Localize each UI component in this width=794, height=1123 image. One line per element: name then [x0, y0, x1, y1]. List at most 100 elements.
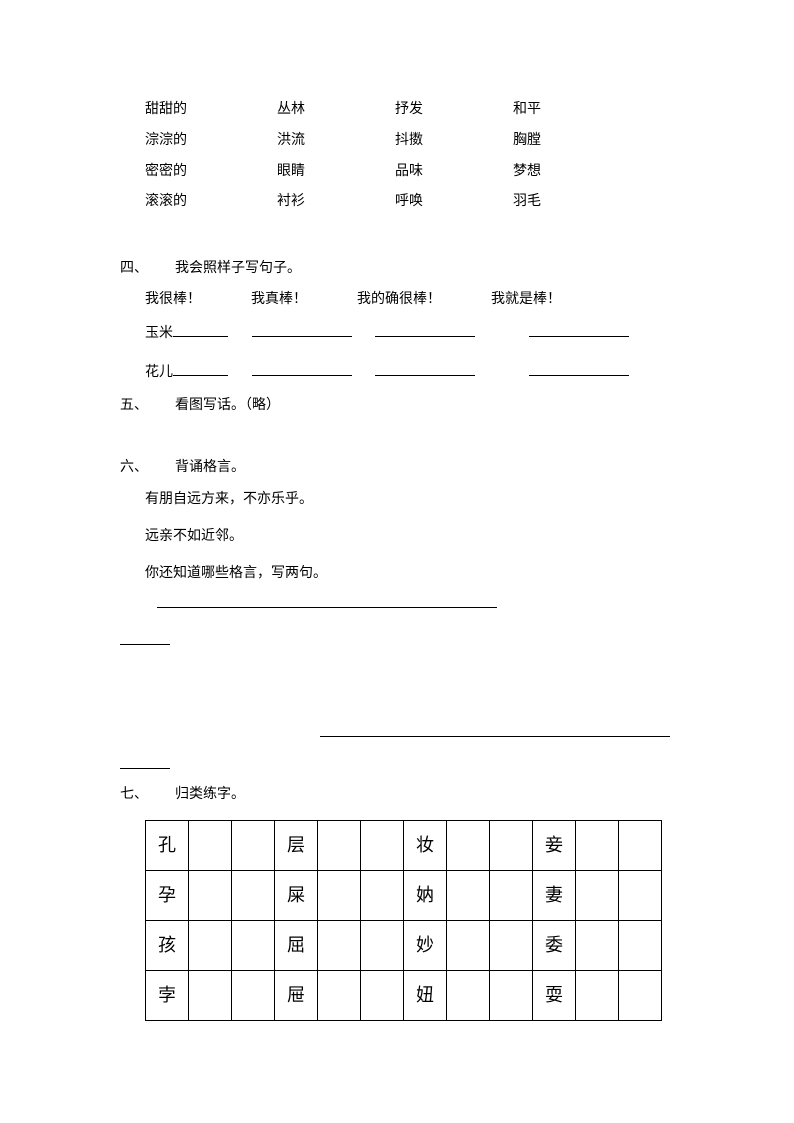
section-7-head: 七、 归类练字。 [120, 784, 674, 806]
word-col-4: 和平 胸膛 梦想 羽毛 [513, 95, 541, 218]
char-cell [189, 971, 232, 1021]
char-cell [447, 871, 490, 921]
section-4-head: 四、 我会照样子写句子。 [120, 258, 674, 280]
char-cell [619, 871, 662, 921]
word-col-3: 抒发 抖擞 品味 呼唤 [395, 95, 423, 218]
word: 胸膛 [513, 126, 541, 157]
blank-line [375, 362, 475, 376]
proverb-line: 远亲不如近邻。 [145, 522, 674, 553]
char-cell [447, 921, 490, 971]
answer-line-2 [320, 723, 674, 745]
blank-line [173, 323, 228, 337]
word: 羽毛 [513, 187, 541, 218]
example: 我很棒！ [145, 289, 201, 311]
section-6-head: 六、 背诵格言。 [120, 457, 674, 479]
char-cell [189, 821, 232, 871]
char-cell [361, 921, 404, 971]
example: 我就是棒！ [491, 289, 561, 311]
section-title: 背诵格言。 [175, 457, 245, 479]
word: 洪流 [277, 126, 305, 157]
character-table: 孔 层 妆 妾 孕 屎 妠 妻 孩 屈 妙 委 [145, 820, 662, 1021]
char-cell: 孩 [146, 921, 189, 971]
example: 我真棒！ [251, 289, 307, 311]
example-row: 我很棒！ 我真棒！ 我的确很棒！ 我就是棒！ [145, 289, 674, 311]
char-cell [361, 821, 404, 871]
char-cell: 耍 [533, 971, 576, 1021]
fill-prefix: 花儿 [145, 365, 173, 380]
word: 衬衫 [277, 187, 305, 218]
fill-row-1: 玉米 [145, 319, 674, 350]
char-cell [189, 871, 232, 921]
char-cell: 屈 [275, 921, 318, 971]
word-columns: 甜甜的 淙淙的 密密的 滚滚的 丛林 洪流 眼睛 衬衫 抒发 抖擞 品味 呼唤 … [145, 95, 674, 218]
char-cell [361, 971, 404, 1021]
word-col-1: 甜甜的 淙淙的 密密的 滚滚的 [145, 95, 187, 218]
char-cell: 妠 [404, 871, 447, 921]
char-cell: 孔 [146, 821, 189, 871]
char-cell [232, 871, 275, 921]
blank-line [320, 723, 670, 737]
blank-line [173, 362, 228, 376]
char-cell: 妆 [404, 821, 447, 871]
char-cell [576, 971, 619, 1021]
blank-line [252, 323, 352, 337]
tail-line [120, 631, 674, 653]
word-col-2: 丛林 洪流 眼睛 衬衫 [277, 95, 305, 218]
char-cell [447, 821, 490, 871]
char-cell [490, 921, 533, 971]
char-cell [619, 821, 662, 871]
word: 抖擞 [395, 126, 423, 157]
word: 密密的 [145, 157, 187, 188]
fill-row-2: 花儿 [145, 358, 674, 389]
word: 滚滚的 [145, 187, 187, 218]
word: 抒发 [395, 95, 423, 126]
char-cell [318, 921, 361, 971]
section-title: 归类练字。 [175, 784, 245, 806]
word: 淙淙的 [145, 126, 187, 157]
fill-prefix: 玉米 [145, 326, 173, 341]
char-cell: 妞 [404, 971, 447, 1021]
char-cell: 屎 [275, 871, 318, 921]
char-cell [232, 971, 275, 1021]
char-cell [232, 921, 275, 971]
char-cell [490, 871, 533, 921]
char-cell [361, 871, 404, 921]
blank-line [120, 631, 170, 645]
char-cell [318, 971, 361, 1021]
char-cell [619, 921, 662, 971]
char-cell [576, 921, 619, 971]
blank-line [120, 755, 170, 769]
blank-line [252, 362, 352, 376]
proverb-question: 你还知道哪些格言，写两句。 [145, 559, 674, 621]
word: 梦想 [513, 157, 541, 188]
section-number: 五、 [120, 395, 175, 417]
char-cell [318, 821, 361, 871]
char-cell: 委 [533, 921, 576, 971]
blank-line [529, 323, 629, 337]
word: 眼睛 [277, 157, 305, 188]
table-row: 孔 层 妆 妾 [146, 821, 662, 871]
blank-line [529, 362, 629, 376]
section-number: 六、 [120, 457, 175, 479]
char-cell: 孕 [146, 871, 189, 921]
blank-line [375, 323, 475, 337]
char-cell: 孛 [146, 971, 189, 1021]
char-cell [232, 821, 275, 871]
table-row: 孛 屉 妞 耍 [146, 971, 662, 1021]
table-row: 孩 屈 妙 委 [146, 921, 662, 971]
word: 甜甜的 [145, 95, 187, 126]
section-number: 七、 [120, 784, 175, 806]
char-cell [189, 921, 232, 971]
char-cell [318, 871, 361, 921]
proverb-line: 有朋自远方来，不亦乐乎。 [145, 485, 674, 516]
char-cell [576, 821, 619, 871]
section-number: 四、 [120, 258, 175, 280]
char-cell [447, 971, 490, 1021]
char-cell: 妻 [533, 871, 576, 921]
table-row: 孕 屎 妠 妻 [146, 871, 662, 921]
char-cell [490, 821, 533, 871]
char-cell: 屉 [275, 971, 318, 1021]
word: 丛林 [277, 95, 305, 126]
char-cell: 妾 [533, 821, 576, 871]
char-cell [576, 871, 619, 921]
